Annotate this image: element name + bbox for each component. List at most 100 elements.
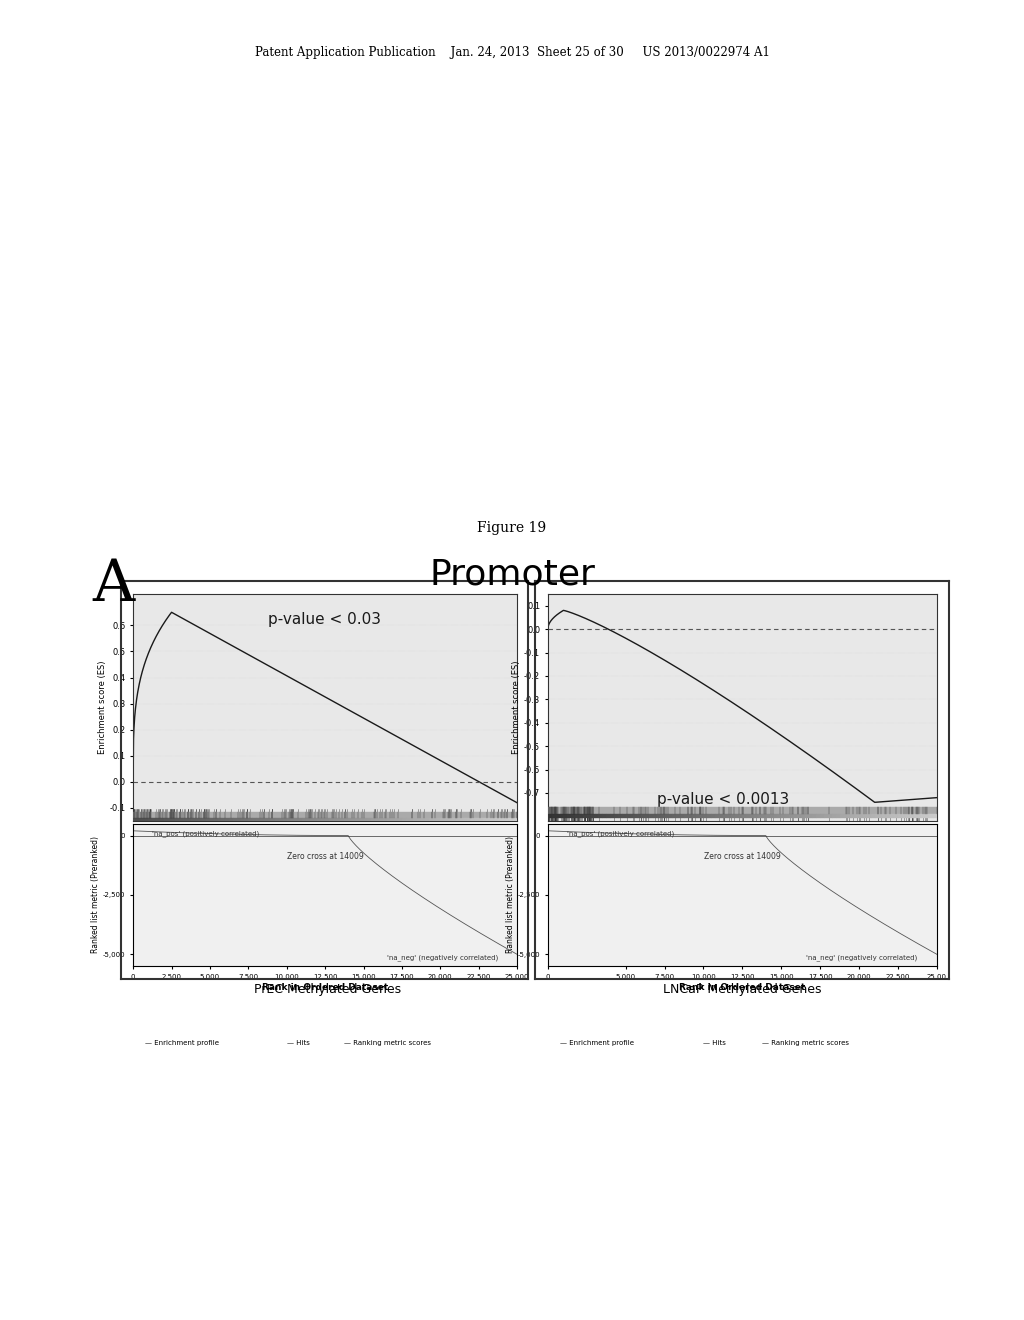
Bar: [394, 818, 398, 821]
Bar: [148, 818, 153, 821]
Bar: [922, 814, 926, 817]
Bar: [283, 818, 287, 821]
Bar: [452, 818, 456, 821]
Bar: [364, 818, 368, 821]
Text: 'na_pos' (positively correlated): 'na_pos' (positively correlated): [153, 830, 259, 837]
Bar: [762, 814, 766, 817]
Bar: [295, 818, 298, 821]
Bar: [195, 818, 199, 821]
Bar: [610, 814, 614, 817]
Bar: [801, 814, 805, 817]
Bar: [433, 818, 436, 821]
Bar: [727, 814, 731, 817]
Bar: [602, 814, 606, 817]
Bar: [153, 818, 156, 821]
Bar: [264, 818, 267, 821]
Text: Patent Application Publication    Jan. 24, 2013  Sheet 25 of 30     US 2013/0022: Patent Application Publication Jan. 24, …: [255, 46, 769, 59]
Bar: [781, 814, 785, 817]
Bar: [379, 818, 383, 821]
Text: p-value < 0.03: p-value < 0.03: [267, 612, 381, 627]
Bar: [298, 818, 302, 821]
Text: 'na_neg' (negatively correlated): 'na_neg' (negatively correlated): [387, 954, 498, 961]
Bar: [186, 818, 190, 821]
Bar: [172, 818, 175, 821]
Bar: [708, 814, 712, 817]
Bar: [887, 814, 890, 817]
Bar: [712, 814, 715, 817]
Bar: [703, 814, 708, 817]
Bar: [649, 814, 653, 817]
Bar: [637, 814, 641, 817]
Bar: [890, 814, 894, 817]
Bar: [168, 818, 172, 821]
Bar: [894, 814, 898, 817]
Bar: [271, 818, 275, 821]
Bar: [352, 818, 356, 821]
Bar: [863, 814, 867, 817]
Bar: [548, 814, 552, 817]
Bar: [680, 814, 684, 817]
Bar: [421, 818, 425, 821]
Bar: [606, 814, 610, 817]
Bar: [563, 814, 567, 817]
Bar: [144, 818, 148, 821]
Bar: [333, 818, 337, 821]
Bar: [313, 818, 317, 821]
Bar: [164, 818, 168, 821]
Bar: [793, 814, 797, 817]
Bar: [653, 814, 656, 817]
Bar: [695, 814, 699, 817]
Bar: [464, 818, 467, 821]
Bar: [160, 818, 164, 821]
Bar: [429, 818, 433, 821]
Bar: [898, 814, 902, 817]
Bar: [425, 818, 429, 821]
Bar: [591, 814, 595, 817]
Bar: [390, 818, 394, 821]
Bar: [482, 818, 486, 821]
Bar: [567, 814, 571, 817]
Bar: [506, 818, 510, 821]
Bar: [203, 818, 206, 821]
Bar: [766, 814, 770, 817]
Bar: [214, 818, 218, 821]
Bar: [418, 818, 421, 821]
Bar: [598, 814, 602, 817]
Bar: [359, 818, 364, 821]
Bar: [329, 818, 333, 821]
Bar: [302, 818, 306, 821]
Bar: [579, 814, 583, 817]
Text: 'na_pos' (positively correlated): 'na_pos' (positively correlated): [567, 830, 675, 837]
Bar: [805, 814, 809, 817]
Bar: [479, 818, 482, 821]
Bar: [665, 814, 669, 817]
Bar: [401, 818, 406, 821]
Bar: [867, 814, 870, 817]
Bar: [595, 814, 598, 817]
Bar: [260, 818, 264, 821]
Bar: [797, 814, 801, 817]
Bar: [495, 818, 498, 821]
Bar: [906, 814, 909, 817]
Bar: [836, 814, 840, 817]
Bar: [256, 818, 260, 821]
Bar: [156, 818, 160, 821]
Bar: [372, 818, 375, 821]
Bar: [275, 818, 279, 821]
Text: Zero cross at 14009: Zero cross at 14009: [705, 853, 780, 862]
Bar: [684, 814, 688, 817]
Bar: [510, 818, 513, 821]
Bar: [241, 818, 245, 821]
Bar: [874, 814, 879, 817]
Bar: [322, 818, 326, 821]
Bar: [676, 814, 680, 817]
Bar: [460, 818, 463, 821]
Bar: [252, 818, 256, 821]
Bar: [840, 814, 844, 817]
Bar: [622, 814, 626, 817]
Text: Figure 19: Figure 19: [477, 520, 547, 535]
Bar: [669, 814, 673, 817]
Bar: [855, 814, 859, 817]
Text: Zero cross at 14009: Zero cross at 14009: [287, 853, 364, 862]
Bar: [770, 814, 773, 817]
